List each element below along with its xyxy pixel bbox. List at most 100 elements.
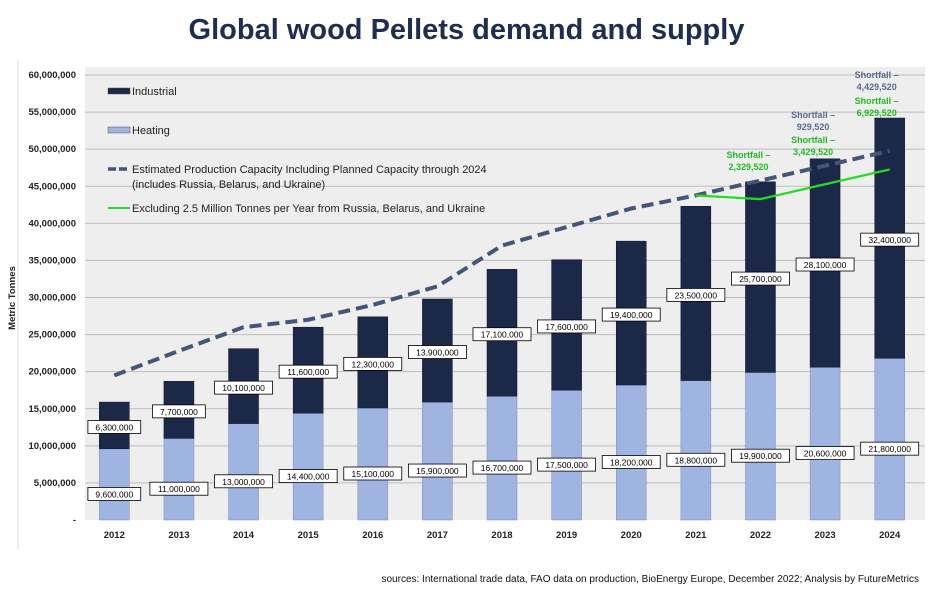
heating-bar [292,412,324,521]
x-tick-label: 2015 [298,530,320,541]
legend-label: Heating [132,125,170,137]
industrial-data-label: 17,100,000 [481,330,524,340]
legend-label: Excluding 2.5 Million Tonnes per Year fr… [132,203,485,215]
heating-bar [551,389,582,521]
heating-bar [874,358,905,521]
legend-label-line2: (includes Russia, Belarus, and Ukraine) [132,179,325,191]
shortfall-annotation-value: 929,520 [797,122,830,132]
y-tick-label: - [73,515,76,526]
heating-data-label: 18,200,000 [610,458,653,468]
heating-bar [486,395,518,521]
heating-data-label-box [87,486,142,501]
heating-bar [680,380,712,521]
industrial-data-label: 32,400,000 [868,235,911,245]
industrial-data-label-box [537,319,597,334]
industrial-data-label: 17,600,000 [545,322,588,332]
legend-swatch [107,87,131,95]
x-tick-label: 2017 [427,530,448,541]
heating-data-label: 20,600,000 [804,449,847,459]
heating-data-label-box [601,455,661,469]
industrial-data-label-box [214,380,273,395]
heating-bar [163,438,195,521]
legend-swatch [107,126,131,134]
heating-data-label: 13,000,000 [222,477,265,487]
industrial-data-label: 25,700,000 [739,274,782,284]
industrial-data-label-box [87,420,142,434]
industrial-data-label-box [860,232,920,247]
heating-data-label-box [537,457,597,472]
legend-label: Industrial [132,86,177,98]
y-axis-label: Metric Tonnes [7,266,18,330]
heating-bar [228,423,259,521]
x-tick-label: 2024 [879,530,901,541]
heating-bar [615,384,647,521]
industrial-data-label: 23,500,000 [675,290,718,300]
chart-title: Global wood Pellets demand and supply [188,14,745,46]
industrial-data-label: 13,900,000 [416,348,459,358]
industrial-data-label-box [731,271,790,286]
y-tick-label: 40,000,000 [28,218,76,229]
y-tick-label: 60,000,000 [28,70,76,81]
heating-bar [422,401,453,521]
heating-data-label: 15,100,000 [351,469,394,479]
y-tick-label: 55,000,000 [28,107,76,118]
x-tick-label: 2013 [168,530,189,541]
industrial-data-label-box [278,364,338,379]
heating-data-label: 19,900,000 [739,451,782,461]
y-tick-label: 30,000,000 [28,293,76,304]
shortfall-annotation: Shortfall – [791,110,835,120]
heating-data-label-box [407,463,467,478]
industrial-data-label-box [666,288,726,302]
heating-data-label-box [731,448,790,463]
industrial-data-label-box [472,327,532,342]
x-tick-label: 2014 [233,530,255,541]
heating-data-label-box [278,469,338,484]
industrial-data-label-box [152,404,206,419]
shortfall-annotation: Shortfall – [855,96,899,106]
x-tick-label: 2020 [621,530,642,541]
shortfall-annotation-value: 4,429,520 [857,82,897,92]
excluding-russia-line [695,168,890,201]
industrial-data-label: 10,100,000 [222,383,265,393]
heating-data-label-box [860,441,920,456]
shortfall-annotation-value: 6,929,520 [857,108,897,118]
y-tick-label: 25,000,000 [28,330,76,341]
industrial-data-label-box [601,307,661,322]
heating-data-label-box [795,446,855,461]
shortfall-annotation: Shortfall – [726,150,770,160]
shortfall-annotation: Shortfall – [855,70,899,80]
shortfall-annotation-value: 3,429,520 [793,147,833,157]
x-tick-label: 2019 [556,530,577,541]
heating-data-label: 16,700,000 [481,463,524,473]
heating-bar [809,366,841,521]
legend-label: Estimated Production Capacity Including … [132,164,487,176]
heating-data-label: 21,800,000 [868,444,911,454]
industrial-data-label: 7,700,000 [160,407,198,417]
heating-data-label-box [343,466,403,481]
x-tick-label: 2018 [491,530,512,541]
heating-data-label-box [472,460,532,475]
heating-data-label-box [214,474,273,489]
y-tick-label: 20,000,000 [28,367,76,378]
y-tick-label: 50,000,000 [28,144,76,155]
capacity-line [113,148,891,378]
industrial-data-label: 28,100,000 [804,260,847,270]
heating-bar [745,372,776,521]
y-tick-label: 10,000,000 [28,441,76,452]
heating-data-label: 17,500,000 [545,460,588,470]
heating-data-label: 18,800,000 [675,455,718,465]
heating-data-label: 9,600,000 [95,489,133,499]
x-tick-label: 2022 [750,530,771,541]
heating-data-label-box [149,481,209,496]
heating-data-label: 15,900,000 [416,466,459,476]
heating-bar [357,407,389,521]
source-note: sources: International trade data, FAO d… [381,574,919,585]
shortfall-annotation: Shortfall – [791,135,835,145]
heating-data-label: 11,000,000 [158,484,200,494]
y-tick-label: 5,000,000 [34,478,76,489]
industrial-data-label-box [343,356,403,371]
x-tick-label: 2021 [685,530,707,541]
x-tick-label: 2023 [815,530,836,541]
y-tick-label: 45,000,000 [28,181,76,192]
